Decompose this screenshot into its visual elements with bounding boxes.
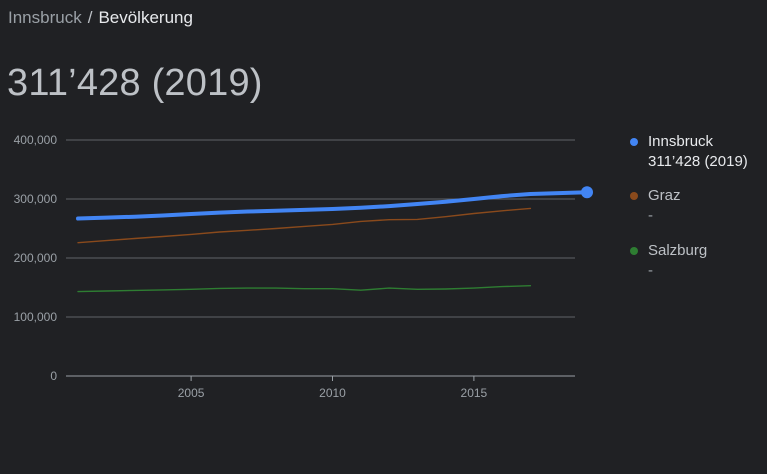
legend-item-innsbruck[interactable]: Innsbruck 311’428 (2019) [630,132,760,172]
breadcrumb-parent-link[interactable]: Innsbruck [8,8,82,27]
x-tick-label: 2010 [319,386,346,400]
y-tick-label: 300,000 [14,192,58,206]
legend: Innsbruck 311’428 (2019) Graz - Salzburg… [630,132,760,295]
series-line-salzburg [77,285,532,293]
breadcrumb-separator: / [87,8,93,27]
legend-dot-icon [630,138,638,146]
legend-name: Graz [648,187,681,204]
legend-value: 311’428 (2019) [648,153,748,170]
legend-item-graz[interactable]: Graz - [630,186,760,226]
y-tick-label: 100,000 [14,310,58,324]
x-tick-label: 2005 [178,386,205,400]
headline-value: 311’428 (2019) [7,62,263,104]
legend-dot-icon [630,192,638,200]
legend-item-salzburg[interactable]: Salzburg - [630,241,760,281]
series-line-graz [77,207,532,244]
series-line-innsbruck [76,190,589,221]
legend-value: - [648,262,653,279]
legend-dot-icon [630,247,638,255]
y-tick-label: 0 [50,369,57,383]
breadcrumb-current: Bevölkerung [98,8,193,27]
y-tick-label: 200,000 [14,251,58,265]
x-tick-label: 2015 [461,386,488,400]
legend-name: Innsbruck [648,133,714,150]
breadcrumb: Innsbruck / Bevölkerung [8,8,193,28]
legend-name: Salzburg [648,242,708,259]
y-tick-label: 400,000 [14,133,58,147]
legend-value: - [648,207,653,224]
series-end-point [581,186,593,199]
